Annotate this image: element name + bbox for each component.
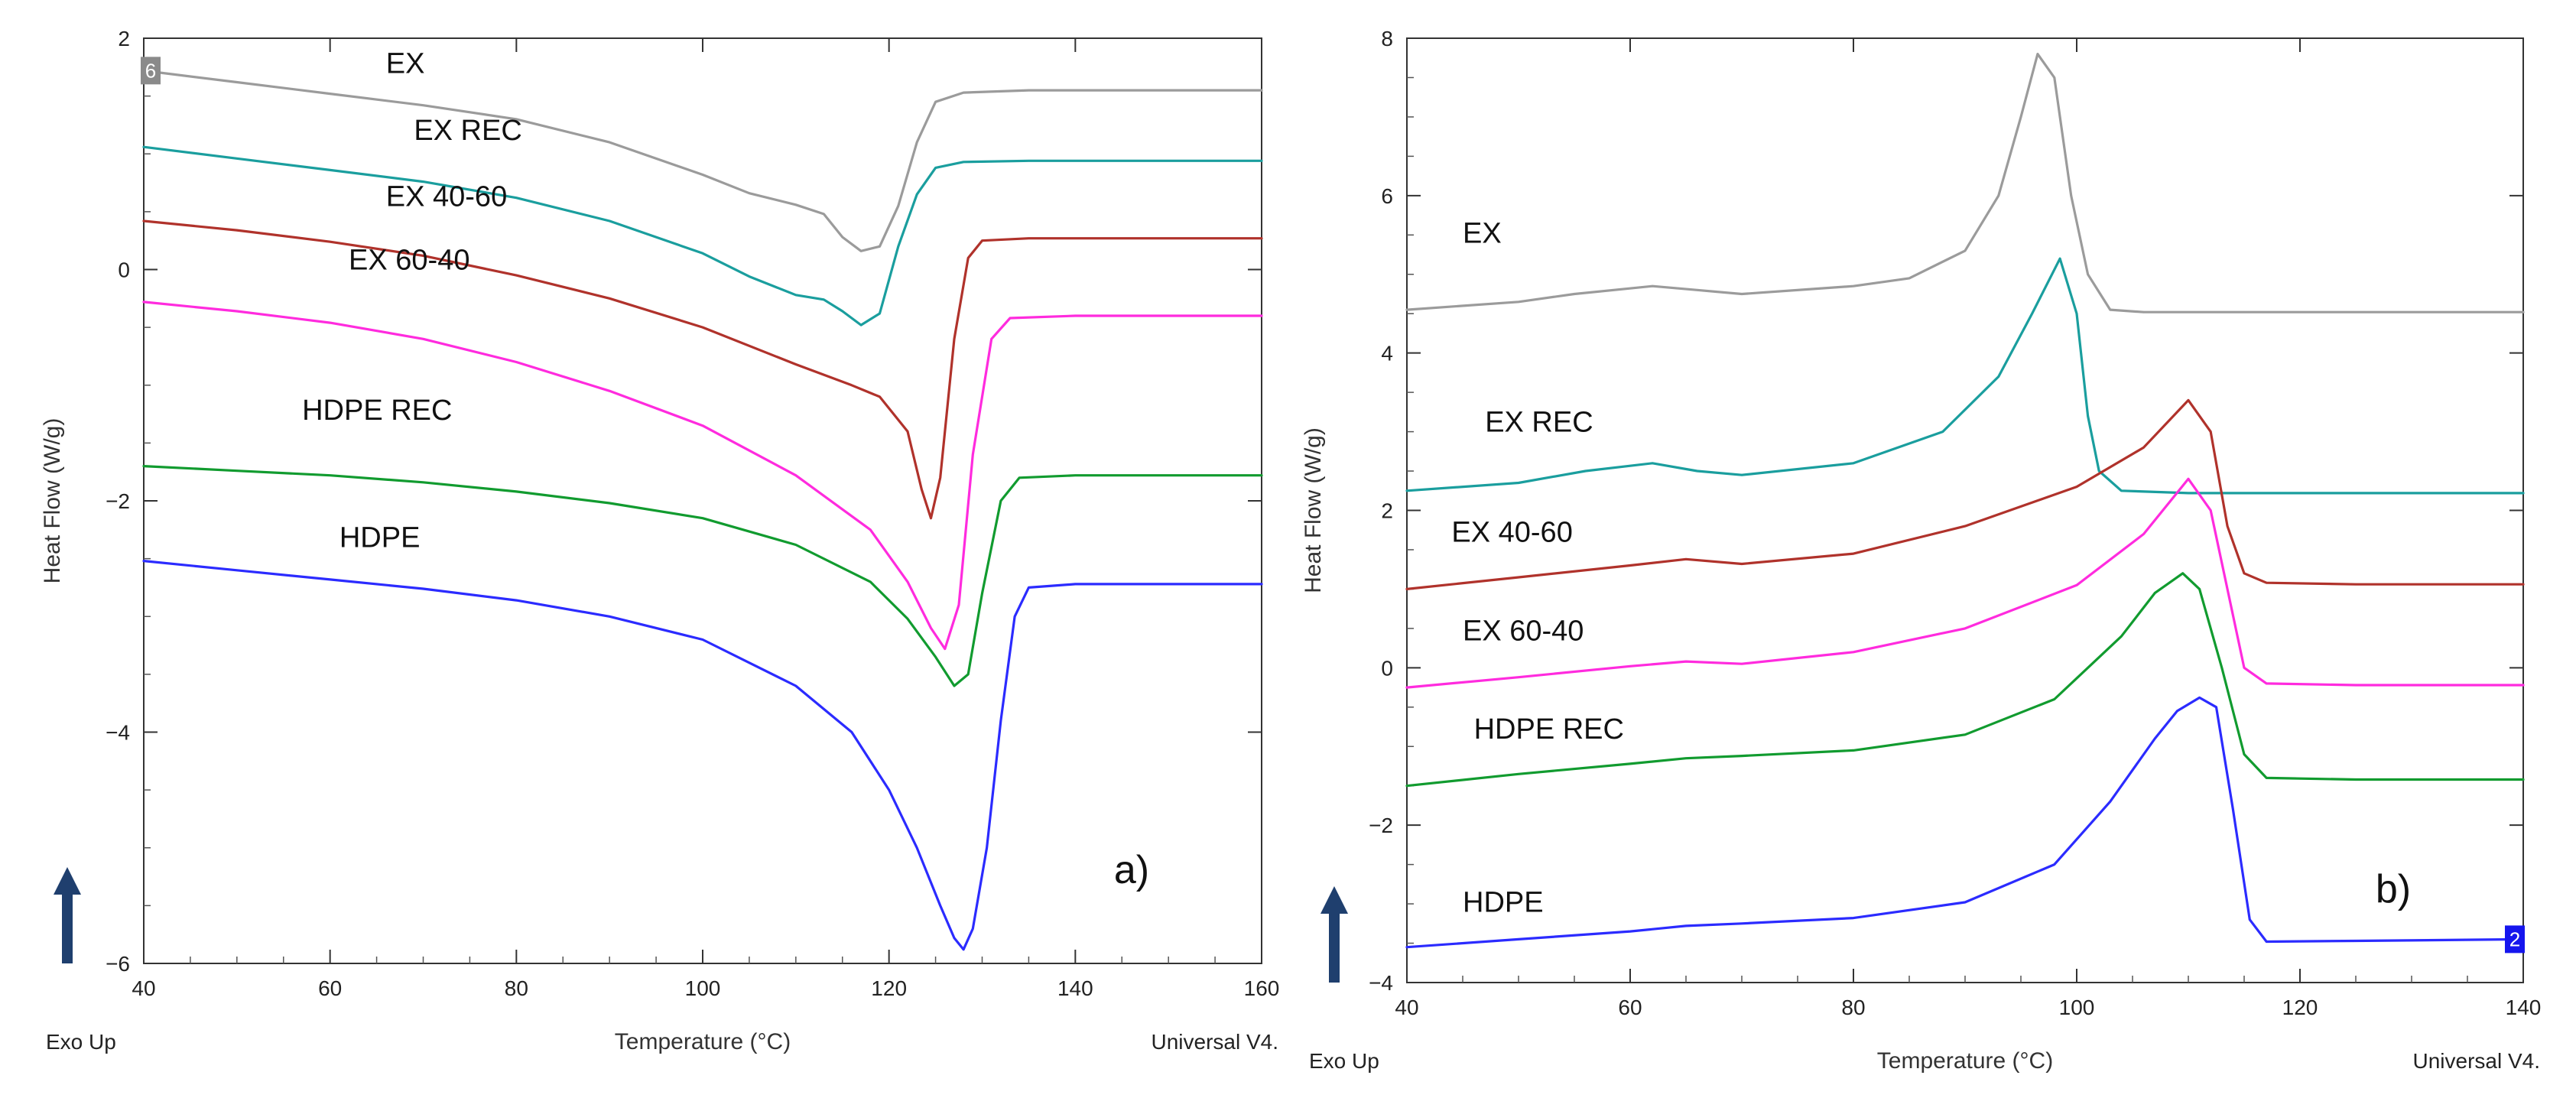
y-axis-title: Heat Flow (W/g) <box>40 418 65 584</box>
x-axis-title: Temperature (°C) <box>615 1029 791 1054</box>
x-tick-label: 40 <box>132 976 155 1000</box>
x-tick-label: 40 <box>1395 996 1418 1019</box>
y-tick-label: 4 <box>1381 342 1393 365</box>
instrument-badge <box>141 57 161 85</box>
exo-up-arrow-shaft <box>62 893 73 963</box>
y-tick-label: 6 <box>1381 184 1393 208</box>
y-tick-label: 0 <box>1381 656 1393 680</box>
panel-label: b) <box>2376 867 2411 911</box>
y-tick-label: 0 <box>118 258 130 282</box>
series-line-hdpe-rec <box>1405 572 2525 788</box>
software-version-label: Universal V4. <box>2412 1049 2540 1073</box>
series-label: EX REC <box>414 115 521 147</box>
exo-up-label: Exo Up <box>1309 1049 1379 1073</box>
series-label: EX <box>386 47 425 80</box>
exo-up-arrow-shaft <box>1329 912 1340 983</box>
x-axis-title: Temperature (°C) <box>1877 1048 2053 1074</box>
series-line-ex-rec <box>1405 257 2525 495</box>
series-line-hdpe <box>142 560 1263 951</box>
y-tick-label: 2 <box>118 27 130 50</box>
instrument-badge-label: 6 <box>145 59 156 82</box>
exo-up-arrow-icon <box>54 867 81 895</box>
instrument-badge-label: 2 <box>2509 927 2520 950</box>
series-label: EX 40-60 <box>1451 517 1572 549</box>
series-line-ex-60-40 <box>142 300 1263 651</box>
x-tick-label: 100 <box>2059 996 2095 1019</box>
x-tick-label: 120 <box>2282 996 2318 1019</box>
x-tick-label: 80 <box>1841 996 1865 1019</box>
exo-up-label: Exo Up <box>46 1030 116 1054</box>
y-tick-label: −2 <box>106 489 130 513</box>
x-tick-label: 60 <box>318 976 342 1000</box>
x-tick-label: 140 <box>1057 976 1093 1000</box>
series-label: EX 60-40 <box>349 245 469 277</box>
series-line-ex-60-40 <box>1405 477 2525 689</box>
series-line-hdpe-rec <box>142 465 1263 687</box>
plot-frame <box>1406 37 2524 983</box>
software-version-label: Universal V4. <box>1151 1030 1278 1054</box>
series-label: HDPE REC <box>1474 713 1624 746</box>
series-line-ex-rec <box>142 145 1263 326</box>
panel-a-chart: −6 −4 −2 0 2 40 60 80 100 120 140 160 Temperature (°… <box>40 27 1279 1054</box>
x-tick-label: 80 <box>505 976 528 1000</box>
plot-frame <box>143 37 1262 964</box>
series-label: EX REC <box>1485 407 1593 439</box>
y-tick-label: −6 <box>106 952 130 976</box>
panel-b-chart: −4 −2 0 2 4 6 8 40 60 80 100 120 140 Temperature (°C)… <box>1301 27 2541 1074</box>
x-tick-label: 60 <box>1618 996 1642 1019</box>
exo-up-arrow-icon <box>1320 886 1348 914</box>
x-tick-label: 100 <box>685 976 721 1000</box>
y-axis-title: Heat Flow (W/g) <box>1301 427 1326 593</box>
series-line-ex <box>142 69 1263 252</box>
y-tick-label: −4 <box>106 721 130 745</box>
series-label: HDPE REC <box>302 395 452 427</box>
series-label: HDPE <box>339 522 421 554</box>
series-label: EX 60-40 <box>1463 615 1584 647</box>
series-line-hdpe <box>1405 696 2525 949</box>
series-label: EX <box>1463 218 1502 250</box>
series-label: HDPE <box>1463 886 1544 918</box>
panel-label: a) <box>1114 848 1149 892</box>
series-line-ex-40-60 <box>142 219 1263 520</box>
y-tick-label: −2 <box>1369 814 1393 837</box>
series-line-ex <box>1405 53 2525 313</box>
y-tick-label: −4 <box>1369 971 1393 995</box>
series-label: EX 40-60 <box>386 180 507 213</box>
y-tick-label: 8 <box>1381 27 1393 50</box>
instrument-badge <box>2505 925 2525 953</box>
series-line-ex-40-60 <box>1405 398 2525 590</box>
x-tick-label: 160 <box>1244 976 1280 1000</box>
x-tick-label: 140 <box>2506 996 2542 1019</box>
x-tick-label: 120 <box>871 976 907 1000</box>
y-tick-label: 2 <box>1381 499 1393 523</box>
